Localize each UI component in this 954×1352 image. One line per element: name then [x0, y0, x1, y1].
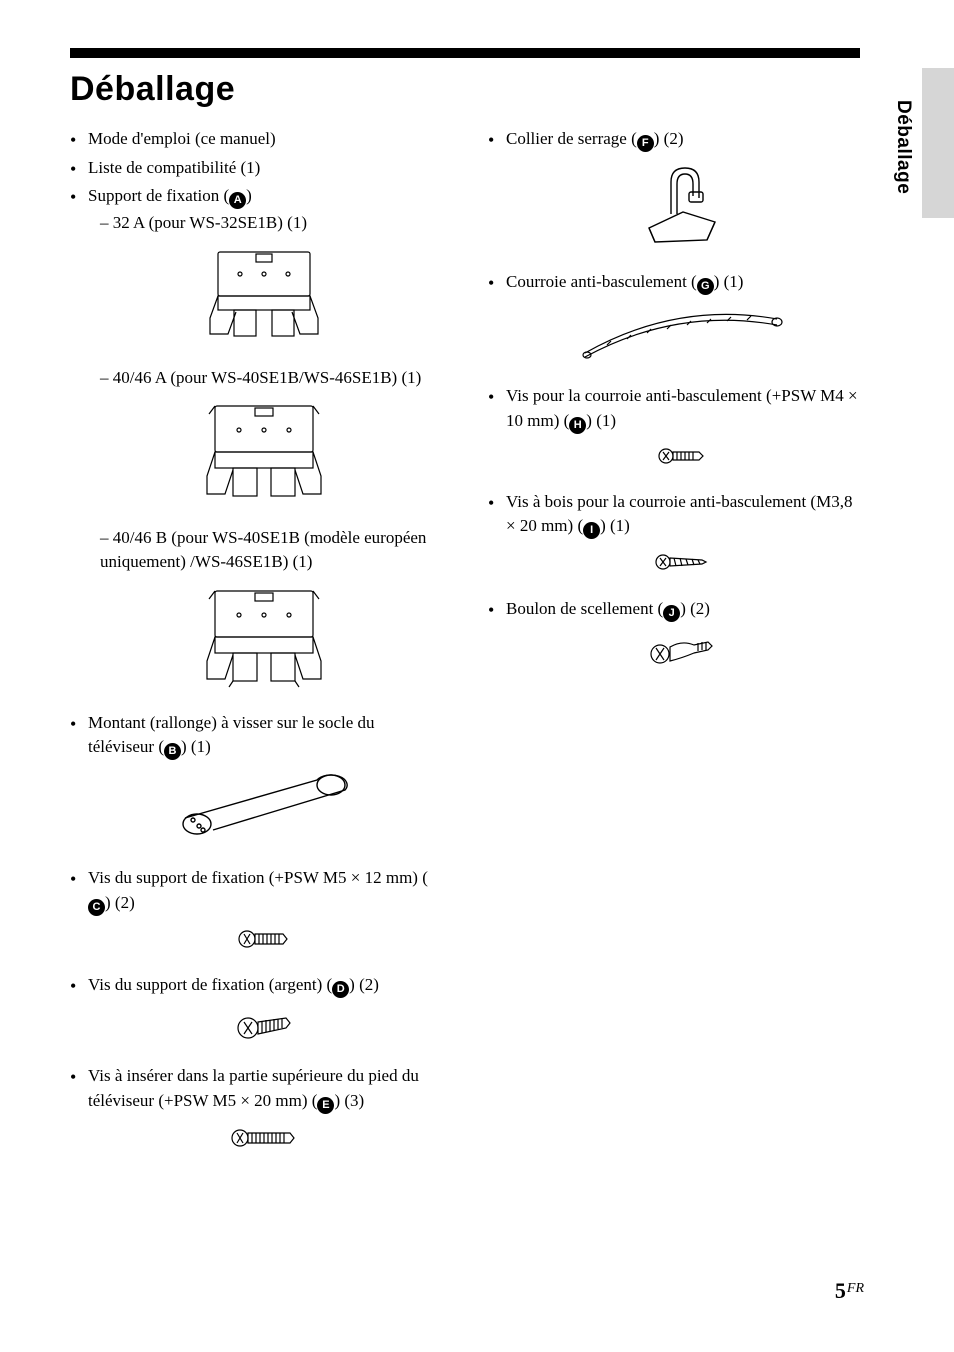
list-item: Collier de serrage (F) (2)	[488, 127, 858, 256]
sub-item: 32 A (pour WS-32SE1B) (1)	[88, 211, 440, 236]
side-tab	[922, 68, 954, 218]
bracket-4046b-icon	[88, 585, 440, 697]
clamp-icon	[506, 162, 858, 256]
badge-d-icon: D	[332, 981, 349, 998]
list-item: Vis à bois pour la courroie anti-bascule…	[488, 490, 858, 583]
sub-text: 40/46 A (pour WS-40SE1B/WS-46SE1B) (1)	[113, 368, 422, 387]
page-number-value: 5	[835, 1278, 846, 1303]
sub-text: 32 A (pour WS-32SE1B) (1)	[113, 213, 307, 232]
badge-c-icon: C	[88, 899, 105, 916]
page-number: 5FR	[835, 1278, 864, 1304]
badge-h-icon: H	[569, 417, 586, 434]
item-text: Vis à bois pour la courroie anti-bascule…	[506, 492, 852, 536]
list-item: Support de fixation (A) 32 A (pour WS-32…	[70, 184, 440, 696]
list-item: Courroie anti-basculement (G) (1)	[488, 270, 858, 371]
left-list: Mode d'emploi (ce manuel) Liste de compa…	[70, 127, 440, 1159]
item-text: Vis à insérer dans la partie supérieure …	[88, 1066, 419, 1110]
anchor-bolt-icon	[506, 632, 858, 676]
screw-d-icon	[88, 1008, 440, 1050]
item-text: ) (3)	[334, 1091, 364, 1110]
badge-b-icon: B	[164, 743, 181, 760]
list-item: Montant (rallonge) à visser sur le socle…	[70, 711, 440, 852]
item-text: Vis du support de fixation (+PSW M5 × 12…	[88, 868, 428, 887]
screw-c-icon	[88, 926, 440, 960]
item-text: Collier de serrage (	[506, 129, 637, 148]
item-text: ) (2)	[349, 975, 379, 994]
pole-icon	[88, 770, 440, 852]
page-title: Déballage	[70, 70, 884, 109]
badge-e-icon: E	[317, 1097, 334, 1114]
side-section-label: Déballage	[892, 100, 914, 194]
badge-f-icon: F	[637, 135, 654, 152]
item-text: Vis du support de fixation (argent) (	[88, 975, 332, 994]
sub-item: 40/46 B (pour WS-40SE1B (modèle européen…	[88, 526, 440, 575]
badge-j-icon: J	[663, 605, 680, 622]
bracket-4046a-icon	[88, 400, 440, 512]
item-text: ) (2)	[105, 893, 135, 912]
left-column: Mode d'emploi (ce manuel) Liste de compa…	[70, 127, 440, 1173]
list-item: Vis du support de fixation (argent) (D) …	[70, 973, 440, 1050]
list-item: Vis à insérer dans la partie supérieure …	[70, 1064, 440, 1159]
item-text: Liste de compatibilité (1)	[88, 158, 260, 177]
list-item: Liste de compatibilité (1)	[70, 156, 440, 181]
item-text: ) (1)	[600, 516, 630, 535]
screw-h-icon	[506, 444, 858, 476]
right-column: Collier de serrage (F) (2)	[488, 127, 858, 1173]
item-text: Montant (rallonge) à visser sur le socle…	[88, 713, 375, 757]
item-text: ) (1)	[714, 272, 744, 291]
item-text: Support de fixation (	[88, 186, 229, 205]
item-text: )	[246, 186, 252, 205]
item-text: Courroie anti-basculement (	[506, 272, 697, 291]
list-item: Vis du support de fixation (+PSW M5 × 12…	[70, 866, 440, 959]
item-text: ) (1)	[586, 411, 616, 430]
strap-icon	[506, 305, 858, 371]
page: Déballage Déballage Mode d'emploi (ce ma…	[0, 0, 954, 1352]
list-item: Mode d'emploi (ce manuel)	[70, 127, 440, 152]
badge-a-icon: A	[229, 192, 246, 209]
sub-item: 40/46 A (pour WS-40SE1B/WS-46SE1B) (1)	[88, 366, 440, 391]
page-lang: FR	[847, 1281, 864, 1296]
title-rule	[70, 48, 860, 58]
list-item: Boulon de scellement (J) (2)	[488, 597, 858, 676]
item-text: ) (2)	[680, 599, 710, 618]
content-columns: Mode d'emploi (ce manuel) Liste de compa…	[70, 127, 884, 1173]
bracket-32a-icon	[88, 246, 440, 352]
screw-e-icon	[88, 1124, 440, 1160]
right-list: Collier de serrage (F) (2)	[488, 127, 858, 675]
item-text: Mode d'emploi (ce manuel)	[88, 129, 276, 148]
list-item: Vis pour la courroie anti-basculement (+…	[488, 384, 858, 475]
woodscrew-icon	[506, 549, 858, 583]
item-text: Vis pour la courroie anti-basculement (+…	[506, 386, 858, 430]
sub-text: 40/46 B (pour WS-40SE1B (modèle européen…	[100, 528, 426, 572]
item-text: Boulon de scellement (	[506, 599, 663, 618]
badge-i-icon: I	[583, 522, 600, 539]
item-text: ) (2)	[654, 129, 684, 148]
item-text: ) (1)	[181, 737, 211, 756]
badge-g-icon: G	[697, 278, 714, 295]
